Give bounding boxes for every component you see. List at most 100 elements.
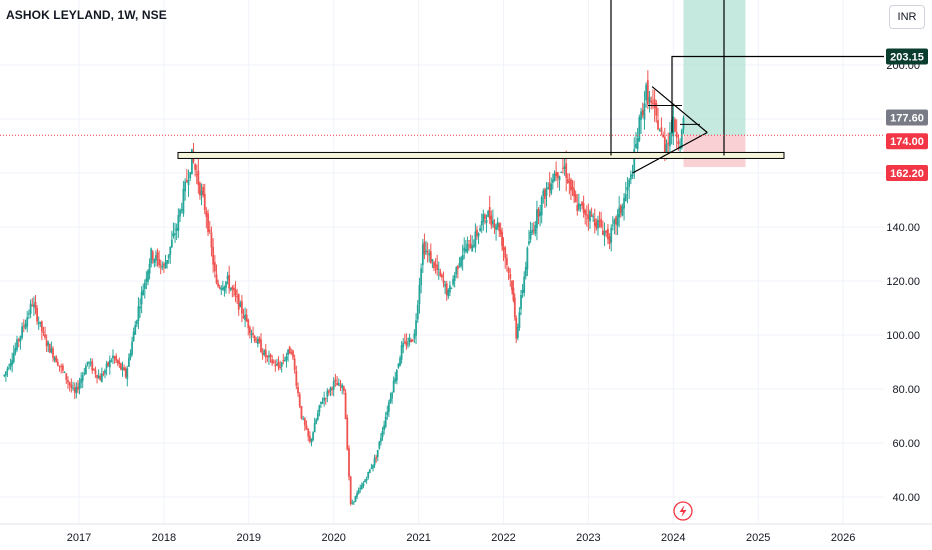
- candle-body: [4, 371, 7, 376]
- candle-body: [665, 144, 668, 154]
- candle-body: [268, 355, 270, 358]
- candle-body: [21, 326, 24, 338]
- candle-body: [386, 411, 389, 416]
- candle-body: [200, 190, 203, 196]
- candle-body: [52, 348, 54, 358]
- candle-body: [576, 205, 579, 211]
- candle-body: [153, 259, 156, 263]
- current-price-label-bg: [886, 109, 928, 126]
- candle-body: [658, 130, 661, 132]
- price-labels: 203.15 177.60 174.00 162.20: [886, 48, 928, 182]
- candle-body: [174, 233, 176, 235]
- candle-body: [279, 367, 282, 369]
- time-axis[interactable]: 2017 2018 2019 2020 2021 2022 2023 2024 2025 2026: [0, 523, 932, 544]
- candle-body: [68, 382, 71, 386]
- candle-body: [372, 464, 374, 469]
- candle-body: [102, 373, 105, 375]
- lightning-icon[interactable]: [673, 501, 693, 521]
- candle-body: [629, 174, 632, 180]
- candle-body: [461, 255, 464, 260]
- candle-body: [9, 363, 12, 367]
- candle-body: [300, 406, 303, 419]
- candle-body: [373, 458, 376, 466]
- candle-body: [107, 362, 110, 366]
- target-line[interactable]: [671, 55, 884, 133]
- candle-body: [672, 116, 675, 137]
- candle-body: [394, 378, 397, 382]
- time-tick-label: 2024: [661, 532, 685, 544]
- candle-body: [520, 294, 522, 310]
- candle-body: [381, 431, 384, 438]
- candle-body: [356, 493, 358, 497]
- candle-body: [453, 275, 456, 281]
- candle-body: [134, 325, 137, 335]
- candle-body: [271, 359, 274, 364]
- candle-body: [498, 223, 501, 232]
- candle-body: [31, 305, 34, 307]
- candle-body: [488, 207, 491, 220]
- candle-body: [202, 186, 205, 196]
- currency-button[interactable]: INR: [889, 5, 925, 29]
- candle-body: [72, 387, 74, 389]
- candle-body: [391, 392, 393, 399]
- candle-body: [387, 402, 390, 412]
- candle-body: [264, 350, 267, 358]
- candle-body: [378, 441, 381, 449]
- position-zones: [683, 0, 746, 168]
- candle-body: [626, 186, 629, 191]
- price-tick-label: 60.00: [892, 438, 920, 450]
- candle-body: [312, 432, 314, 440]
- candle-body: [287, 349, 289, 356]
- candle-body: [132, 331, 135, 342]
- candle-body: [543, 189, 546, 199]
- candle-body: [145, 278, 148, 282]
- candle-body: [44, 334, 46, 338]
- candle-body: [628, 179, 631, 187]
- candle-body: [155, 255, 157, 261]
- candle-body: [164, 262, 167, 269]
- price-tick-label: 40.00: [892, 492, 920, 504]
- candle-body: [104, 370, 106, 374]
- candle-body: [346, 417, 349, 450]
- candle-body: [3, 375, 6, 377]
- candle-body: [331, 388, 334, 390]
- candle-body: [460, 257, 462, 267]
- candle-body: [418, 285, 421, 305]
- candle-body: [633, 149, 636, 174]
- entry-price-label-bg: [886, 133, 928, 150]
- candle-body: [597, 219, 599, 229]
- candle-body: [295, 371, 298, 386]
- candle-body: [22, 325, 25, 327]
- candle-body: [476, 229, 478, 237]
- candle-body: [84, 365, 87, 375]
- candle-body: [426, 251, 429, 253]
- current-price-label: 177.60: [890, 112, 924, 124]
- candle-body: [480, 221, 483, 226]
- candle-body: [255, 341, 258, 343]
- candle-body: [376, 449, 379, 457]
- candle-body: [89, 362, 92, 364]
- resistance-zone[interactable]: [177, 151, 785, 159]
- candle-body: [660, 127, 663, 132]
- triangle-lower-line[interactable]: [632, 131, 708, 174]
- candle-body: [636, 138, 639, 149]
- candle-body: [479, 227, 482, 232]
- candle-body: [229, 287, 232, 291]
- candle-body: [269, 354, 272, 357]
- candle-body: [341, 384, 344, 389]
- candle-body: [297, 386, 299, 394]
- candle-body: [88, 362, 90, 364]
- candle-body: [226, 275, 229, 280]
- candle-body: [653, 99, 656, 108]
- candle-body: [542, 190, 545, 196]
- candle-body: [39, 321, 42, 324]
- candle-body: [579, 204, 582, 206]
- candle-body: [16, 339, 18, 350]
- price-tick-label: 100.00: [886, 330, 920, 342]
- candle-body: [56, 361, 59, 366]
- candle-body: [131, 341, 133, 355]
- candle-body: [208, 229, 211, 232]
- candle-body: [172, 233, 175, 237]
- time-tick-label: 2020: [321, 532, 345, 544]
